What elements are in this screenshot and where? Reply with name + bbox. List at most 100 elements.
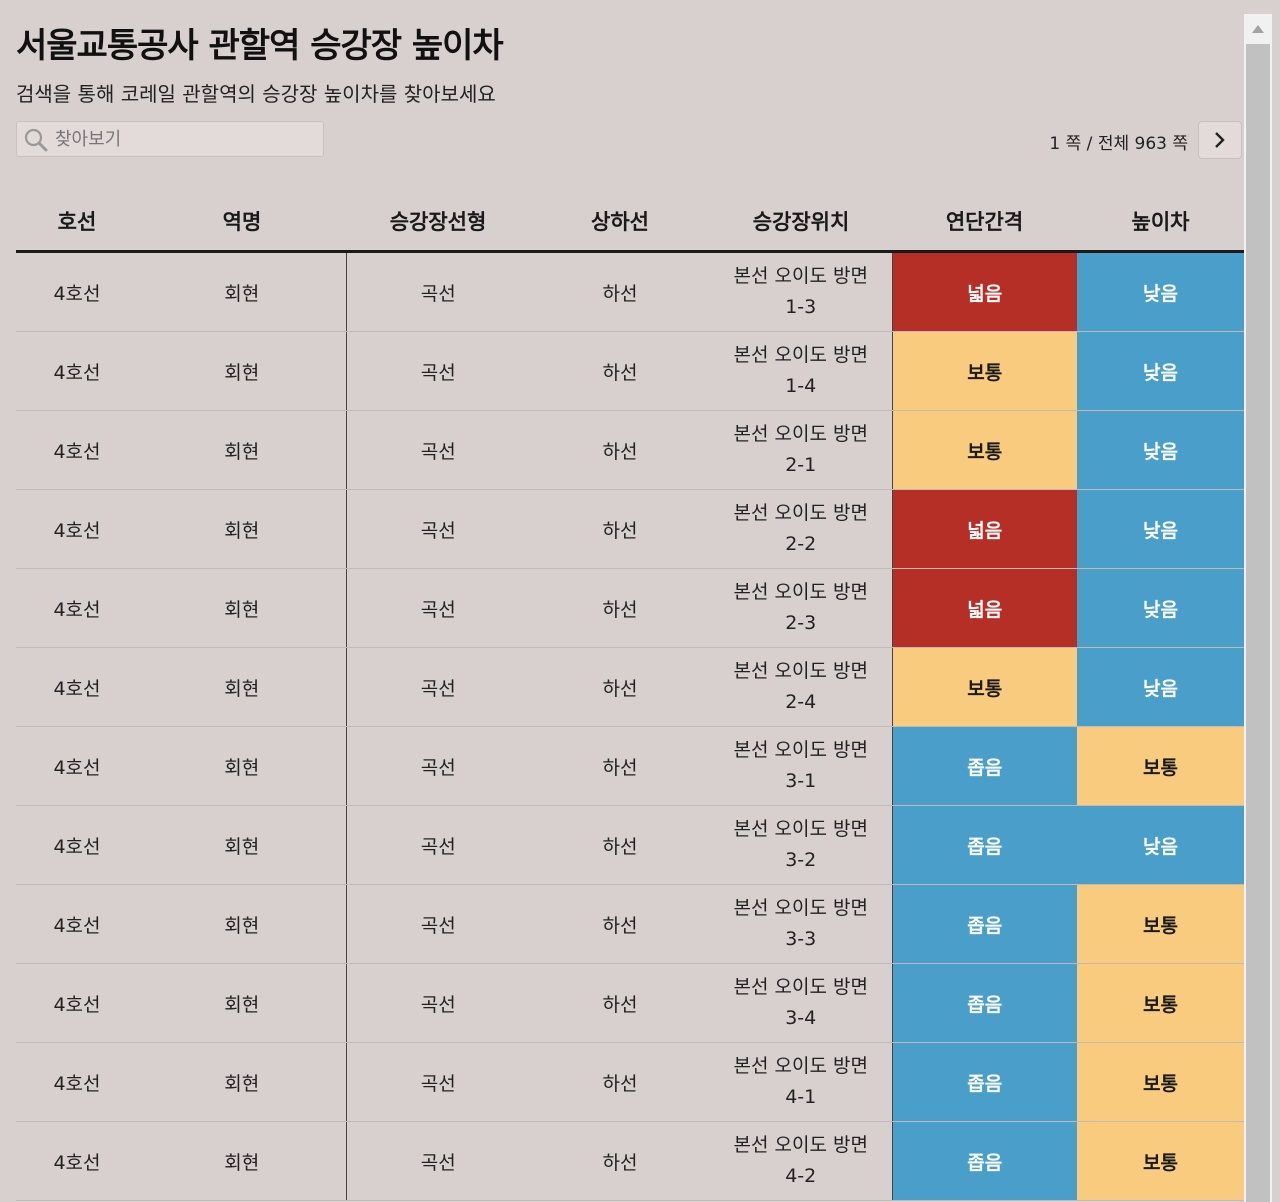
cell-line: 4호선 — [16, 647, 138, 727]
cell-line: 4호선 — [16, 805, 138, 885]
cell-height: 낮음 — [1077, 251, 1244, 332]
search-input[interactable] — [55, 122, 321, 156]
cell-line: 4호선 — [16, 1121, 138, 1201]
cell-location: 본선 오이도 방면 3-4 — [710, 963, 892, 1043]
location-text: 본선 오이도 방면 2-3 — [733, 581, 868, 634]
cell-line: 4호선 — [16, 410, 138, 490]
cell-height: 낮음 — [1077, 489, 1244, 569]
table-row: 4호선 회현 곡선 하선 본선 오이도 방면 3-3 좁음 보통 — [16, 884, 1244, 964]
cell-location: 본선 오이도 방면 2-4 — [710, 647, 892, 727]
cell-direction: 하선 — [530, 489, 710, 569]
location-text: 본선 오이도 방면 1-4 — [733, 344, 868, 397]
cell-direction: 하선 — [530, 410, 710, 490]
cell-height: 낮음 — [1077, 410, 1244, 490]
page-title: 서울교통공사 관할역 승강장 높이차 — [16, 26, 504, 66]
cell-line: 4호선 — [16, 726, 138, 806]
cell-line: 4호선 — [16, 489, 138, 569]
cell-gap: 좁음 — [891, 726, 1077, 806]
cell-station: 회현 — [138, 805, 346, 885]
cell-gap: 좁음 — [891, 884, 1077, 964]
location-text: 본선 오이도 방면 2-2 — [733, 502, 868, 555]
scroll-thumb[interactable] — [1246, 44, 1270, 1202]
page-indicator: 1 쪽 / 전체 963 쪽 — [1049, 134, 1188, 154]
cell-shape: 곡선 — [345, 1121, 530, 1201]
table-row: 4호선 회현 곡선 하선 본선 오이도 방면 2-1 보통 낮음 — [16, 410, 1244, 490]
cell-height: 낮음 — [1077, 805, 1244, 885]
column-header-height[interactable]: 높이차 — [1077, 192, 1244, 253]
cell-line: 4호선 — [16, 1042, 138, 1122]
column-header-gap[interactable]: 연단간격 — [892, 192, 1077, 253]
cell-direction: 하선 — [530, 1042, 710, 1122]
column-header-line[interactable]: 호선 — [16, 192, 138, 253]
cell-shape: 곡선 — [345, 489, 530, 569]
location-text: 본선 오이도 방면 1-3 — [733, 265, 868, 318]
cell-station: 회현 — [138, 489, 346, 569]
column-header-shape[interactable]: 승강장선형 — [346, 192, 530, 253]
cell-height: 보통 — [1077, 1121, 1244, 1201]
chevron-right-icon — [1215, 132, 1225, 148]
cell-shape: 곡선 — [345, 647, 530, 727]
cell-direction: 하선 — [530, 251, 710, 332]
column-header-location[interactable]: 승강장위치 — [710, 192, 892, 253]
column-header-station[interactable]: 역명 — [138, 192, 346, 253]
location-text: 본선 오이도 방면 3-1 — [733, 739, 868, 792]
cell-station: 회현 — [138, 331, 346, 411]
cell-gap: 좁음 — [891, 1042, 1077, 1122]
cell-direction: 하선 — [530, 1121, 710, 1201]
cell-line: 4호선 — [16, 963, 138, 1043]
table-row: 4호선 회현 곡선 하선 본선 오이도 방면 2-4 보통 낮음 — [16, 647, 1244, 727]
cell-direction: 하선 — [530, 884, 710, 964]
cell-shape: 곡선 — [345, 884, 530, 964]
column-header-direction[interactable]: 상하선 — [530, 192, 710, 253]
cell-location: 본선 오이도 방면 3-2 — [710, 805, 892, 885]
table-body: 4호선 회현 곡선 하선 본선 오이도 방면 1-3 넓음 낮음 4호선 회현 곡선 하선 본선 오이… — [16, 251, 1244, 1201]
cell-location: 본선 오이도 방면 2-3 — [710, 568, 892, 648]
next-page-button[interactable] — [1198, 121, 1242, 159]
table-row: 4호선 회현 곡선 하선 본선 오이도 방면 3-4 좁음 보통 — [16, 963, 1244, 1043]
cell-height: 낮음 — [1077, 647, 1244, 727]
cell-gap: 넓음 — [891, 489, 1077, 569]
location-text: 본선 오이도 방면 3-2 — [733, 818, 868, 871]
cell-height: 낮음 — [1077, 568, 1244, 648]
cell-gap: 좁음 — [891, 963, 1077, 1043]
cell-station: 회현 — [138, 251, 346, 332]
cell-station: 회현 — [138, 410, 346, 490]
cell-station: 회현 — [138, 1121, 346, 1201]
cell-height: 보통 — [1077, 963, 1244, 1043]
location-text: 본선 오이도 방면 3-3 — [733, 897, 868, 950]
cell-location: 본선 오이도 방면 2-2 — [710, 489, 892, 569]
cell-shape: 곡선 — [345, 1042, 530, 1122]
cell-direction: 하선 — [530, 568, 710, 648]
table-row: 4호선 회현 곡선 하선 본선 오이도 방면 3-2 좁음 낮음 — [16, 805, 1244, 885]
cell-station: 회현 — [138, 568, 346, 648]
cell-location: 본선 오이도 방면 4-2 — [710, 1121, 892, 1201]
table-row: 4호선 회현 곡선 하선 본선 오이도 방면 4-1 좁음 보통 — [16, 1042, 1244, 1122]
cell-shape: 곡선 — [345, 726, 530, 806]
search-box[interactable] — [16, 121, 324, 157]
results-table: 호선 역명 승강장선형 상하선 승강장위치 연단간격 높이차 4호선 회현 곡선 하선… — [16, 192, 1244, 1201]
cell-gap: 보통 — [891, 410, 1077, 490]
cell-height: 보통 — [1077, 1042, 1244, 1122]
cell-station: 회현 — [138, 884, 346, 964]
table-row: 4호선 회현 곡선 하선 본선 오이도 방면 2-2 넓음 낮음 — [16, 489, 1244, 569]
cell-gap: 좁음 — [891, 1121, 1077, 1201]
cell-shape: 곡선 — [345, 568, 530, 648]
cell-location: 본선 오이도 방면 2-1 — [710, 410, 892, 490]
location-text: 본선 오이도 방면 2-1 — [733, 423, 868, 476]
cell-shape: 곡선 — [345, 410, 530, 490]
cell-gap: 보통 — [891, 331, 1077, 411]
cell-station: 회현 — [138, 1042, 346, 1122]
cell-line: 4호선 — [16, 884, 138, 964]
cell-location: 본선 오이도 방면 4-1 — [710, 1042, 892, 1122]
cell-direction: 하선 — [530, 726, 710, 806]
cell-location: 본선 오이도 방면 1-4 — [710, 331, 892, 411]
cell-shape: 곡선 — [345, 331, 530, 411]
scrollbar[interactable] — [1244, 14, 1272, 1202]
scroll-up-button[interactable] — [1244, 14, 1272, 44]
location-text: 본선 오이도 방면 3-4 — [733, 976, 868, 1029]
cell-location: 본선 오이도 방면 3-1 — [710, 726, 892, 806]
cell-location: 본선 오이도 방면 1-3 — [710, 251, 892, 332]
cell-station: 회현 — [138, 726, 346, 806]
cell-shape: 곡선 — [345, 251, 530, 332]
